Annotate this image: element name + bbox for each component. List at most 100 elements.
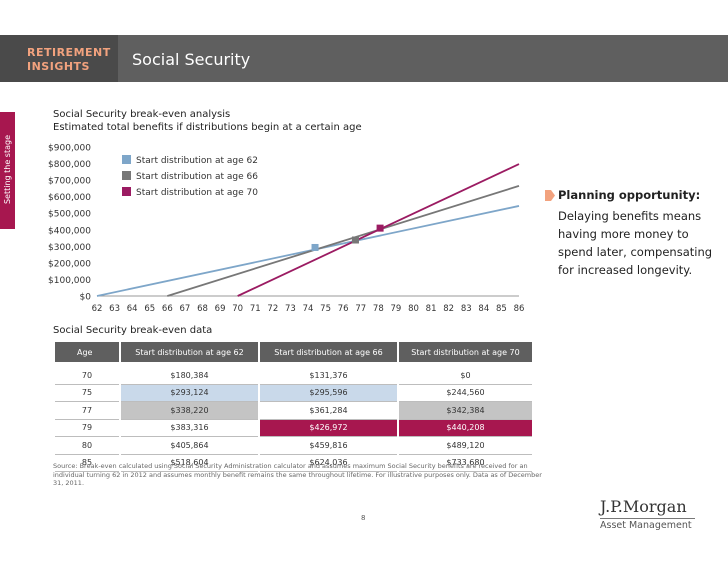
table-row: 77 $338,220 $361,284 $342,384 <box>55 401 532 420</box>
break-even-marker <box>376 224 384 232</box>
table-header-row: Age Start distribution at age 62 Start d… <box>55 342 532 365</box>
y-tick-label: $300,000 <box>48 243 91 253</box>
cell-age: 85 <box>55 454 121 472</box>
x-tick-label: 69 <box>215 304 226 314</box>
x-tick-label: 76 <box>338 304 349 314</box>
cell-value-highlight: $295,596 <box>259 384 399 402</box>
x-tick-label: 63 <box>109 304 120 314</box>
legend-label: Start distribution at age 62 <box>136 156 258 166</box>
legend-label: Start distribution at age 66 <box>136 172 258 182</box>
series-line <box>167 185 520 297</box>
cell-age: 79 <box>55 419 121 437</box>
page-number: 8 <box>361 514 366 522</box>
break-even-marker <box>311 243 319 251</box>
header-age-66: Start distribution at age 66 <box>259 342 399 365</box>
y-tick-label: $500,000 <box>48 210 91 220</box>
x-tick-label: 75 <box>320 304 331 314</box>
x-tick-label: 70 <box>232 304 243 314</box>
cell-value-highlight: $426,972 <box>259 419 399 437</box>
y-tick-label: $0 <box>80 293 92 303</box>
side-tab <box>0 112 15 229</box>
cell-value: $518,604 <box>120 454 260 472</box>
x-tick-label: 78 <box>373 304 384 314</box>
cell-value-highlight: $342,384 <box>398 401 532 420</box>
x-tick-label: 71 <box>250 304 261 314</box>
x-tick-label: 83 <box>461 304 472 314</box>
legend-swatch <box>122 171 131 180</box>
cell-value: $383,316 <box>120 419 260 437</box>
brand-block <box>0 35 118 82</box>
header-age: Age <box>55 342 121 365</box>
x-tick-label: 68 <box>197 304 208 314</box>
x-tick-label: 81 <box>426 304 437 314</box>
break-even-chart: $0 $100,000 $200,000 $300,000 $400,000 $500,0… <box>48 144 525 315</box>
x-tick-label: 62 <box>92 304 103 314</box>
x-tick-label: 86 <box>514 304 525 314</box>
table-row: 85 $518,604 $624,036 $733,680 <box>55 454 532 472</box>
chart-subtitle: Estimated total benefits if distribution… <box>53 122 362 133</box>
source-note: Source: Break-even calculated using Soci… <box>53 462 542 487</box>
cell-value: $405,864 <box>120 436 260 455</box>
logo-subtitle: Asset Management <box>600 520 692 531</box>
table-row: 70 $180,384 $131,376 $0 <box>55 362 532 385</box>
x-tick-label: 64 <box>127 304 138 314</box>
chart-title: Social Security break-even analysis <box>53 109 231 120</box>
legend-swatch <box>122 155 131 164</box>
series-line <box>96 205 520 297</box>
brand-line-2: INSIGHTS <box>27 60 90 73</box>
x-tick-label: 67 <box>180 304 191 314</box>
break-even-marker <box>351 236 359 244</box>
brand-line-1: RETIREMENT <box>27 46 111 59</box>
cell-value-highlight: $440,208 <box>398 419 532 437</box>
table-row: 75 $293,124 $295,596 $244,560 <box>55 384 532 402</box>
cell-age: 80 <box>55 436 121 455</box>
cell-value: $131,376 <box>259 362 399 385</box>
legend-label: Start distribution at age 70 <box>136 188 258 198</box>
callout-tag-icon <box>545 190 555 201</box>
cell-value: $733,680 <box>398 454 532 472</box>
cell-age: 70 <box>55 362 121 385</box>
x-tick-label: 65 <box>144 304 155 314</box>
callout-title: Planning opportunity: <box>558 188 701 202</box>
cell-value: $624,036 <box>259 454 399 472</box>
jpmorgan-logo: J.P.Morgan <box>600 497 687 516</box>
cell-value: $180,384 <box>120 362 260 385</box>
break-even-table: Age Start distribution at age 62 Start d… <box>55 342 532 472</box>
cell-value: $244,560 <box>398 384 532 402</box>
y-tick-label: $800,000 <box>48 160 91 170</box>
x-tick-label: 80 <box>408 304 419 314</box>
callout-line: for increased longevity. <box>558 263 693 277</box>
cell-age: 75 <box>55 384 121 402</box>
y-tick-label: $200,000 <box>48 259 91 269</box>
cell-value: $489,120 <box>398 436 532 455</box>
cell-value: $0 <box>398 362 532 385</box>
cell-value: $459,816 <box>259 436 399 455</box>
x-tick-label: 77 <box>355 304 366 314</box>
cell-value-highlight: $338,220 <box>120 401 260 420</box>
logo-divider <box>600 518 695 519</box>
table-row: 80 $405,864 $459,816 $489,120 <box>55 436 532 455</box>
header-age-62: Start distribution at age 62 <box>120 342 260 365</box>
x-tick-label: 66 <box>162 304 173 314</box>
cell-value-highlight: $293,124 <box>120 384 260 402</box>
x-tick-label: 79 <box>391 304 402 314</box>
callout-line: spend later, compensating <box>558 245 713 259</box>
x-tick-label: 82 <box>443 304 454 314</box>
header-age-70: Start distribution at age 70 <box>398 342 532 365</box>
x-tick-label: 85 <box>496 304 507 314</box>
y-tick-label: $700,000 <box>48 177 91 187</box>
callout-line: having more money to <box>558 227 689 241</box>
legend-swatch <box>122 187 131 196</box>
x-tick-label: 72 <box>267 304 278 314</box>
y-tick-label: $900,000 <box>48 144 91 154</box>
y-tick-label: $600,000 <box>48 193 91 203</box>
callout-line: Delaying benefits means <box>558 209 702 223</box>
cell-age: 77 <box>55 401 121 420</box>
cell-value: $361,284 <box>259 401 399 420</box>
header-bar <box>0 35 728 82</box>
y-tick-label: $400,000 <box>48 226 91 236</box>
x-tick-label: 84 <box>478 304 489 314</box>
x-tick-label: 73 <box>285 304 296 314</box>
x-tick-label: 74 <box>303 304 314 314</box>
table-row: 79 $383,316 $426,972 $440,208 <box>55 419 532 437</box>
